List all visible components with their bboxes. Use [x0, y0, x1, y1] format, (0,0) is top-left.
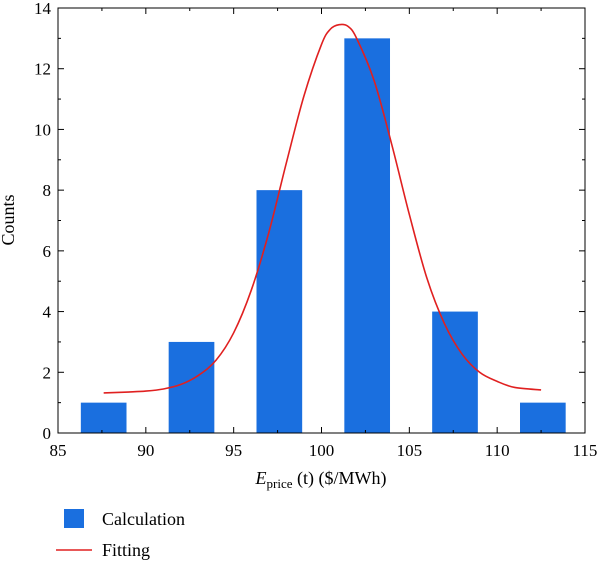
bar-2 — [256, 190, 303, 433]
x-tick-label-5: 110 — [485, 441, 510, 460]
y-axis-label: Counts — [0, 194, 18, 245]
x-tick-label-3: 100 — [309, 441, 335, 460]
y-tick-label-7: 14 — [34, 0, 52, 18]
y-tick-label-0: 0 — [43, 424, 52, 443]
y-tick-label-3: 6 — [43, 242, 52, 261]
legend-bar-swatch — [64, 509, 84, 528]
axis-ticks: 85 90 95 100 105 110 115 0 2 4 6 8 10 12 14 — [34, 0, 597, 460]
legend: Calculation Fitting — [56, 509, 185, 560]
legend-label-fitting: Fitting — [102, 540, 150, 560]
y-tick-label-5: 10 — [34, 120, 51, 139]
y-tick-label-6: 12 — [34, 60, 51, 79]
x-axis-label-sub: price — [267, 476, 293, 491]
y-tick-label-2: 4 — [43, 303, 52, 322]
bar-1 — [168, 341, 215, 433]
bar-5 — [520, 402, 566, 433]
bar-4 — [432, 311, 478, 433]
y-tick-label-4: 8 — [43, 181, 52, 200]
x-axis-label-rest: (t) ($/MWh) — [293, 468, 387, 489]
bar-3 — [344, 38, 391, 433]
bars — [80, 38, 566, 433]
plot-frame — [57, 7, 586, 434]
x-tick-label-1: 90 — [137, 441, 154, 460]
fit-curve — [103, 23, 542, 394]
x-axis-label-main: E — [255, 468, 267, 488]
x-tick-label-2: 95 — [225, 441, 242, 460]
y-tick-label-1: 2 — [43, 363, 52, 382]
x-tick-label-4: 105 — [397, 441, 423, 460]
bar-0 — [80, 402, 127, 433]
x-tick-label-6: 115 — [573, 441, 598, 460]
legend-label-calculation: Calculation — [102, 509, 185, 529]
x-axis-label: Eprice (t) ($/MWh) — [255, 468, 387, 491]
x-tick-label-0: 85 — [50, 441, 67, 460]
